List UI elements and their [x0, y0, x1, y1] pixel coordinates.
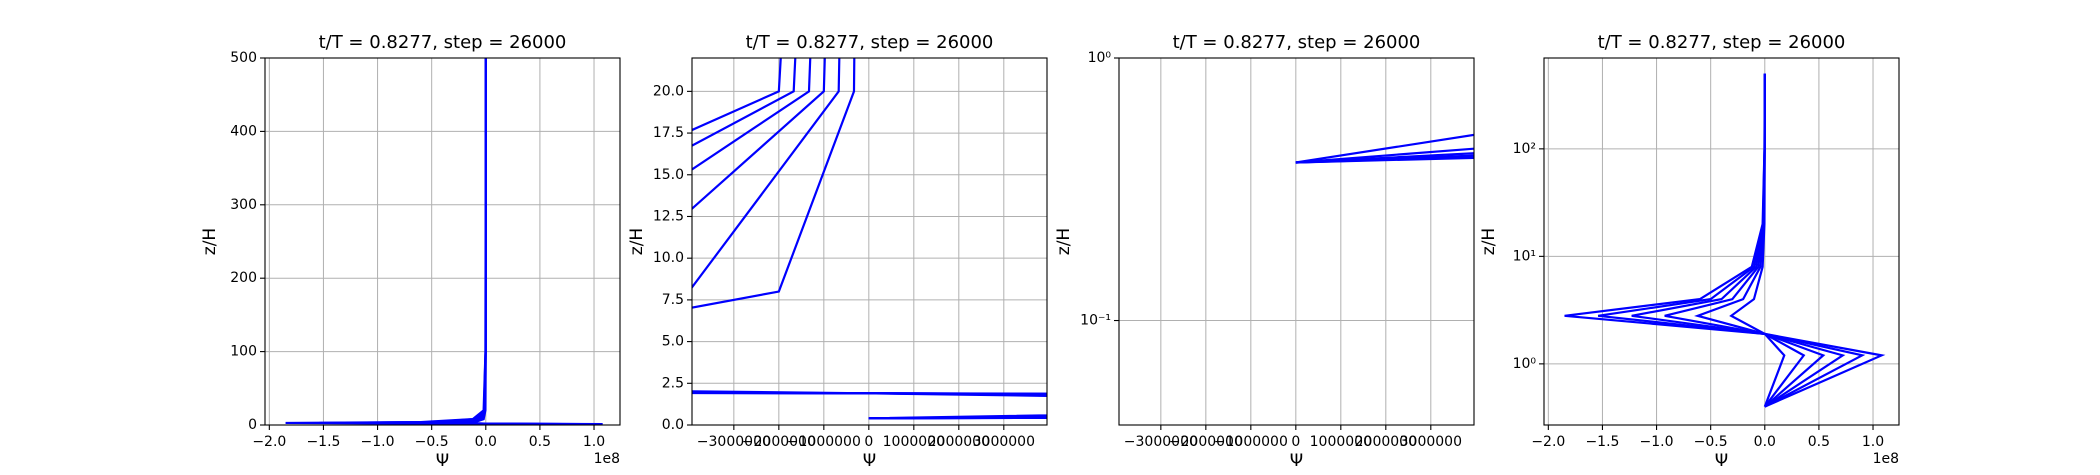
- x-tick-label: −1000000: [787, 434, 861, 450]
- y-tick-label: 12.5: [653, 208, 684, 224]
- profile-line: [1295, 133, 1474, 164]
- subplot-title: t/T = 0.8277, step = 26000: [746, 32, 994, 53]
- y-tick-label: 17.5: [653, 125, 684, 141]
- y-tick-label: 10⁻¹: [1080, 313, 1111, 329]
- x-tick-label: −1000000: [1214, 434, 1288, 450]
- profile-line: [319, 58, 584, 425]
- profile-line: [1564, 73, 1886, 408]
- profile-line: [1295, 156, 1474, 164]
- y-axis-label: z/H: [200, 228, 220, 255]
- profile-line: [285, 58, 603, 425]
- x-tick-label: −0.5: [415, 434, 449, 450]
- x-axis-label: Ψ: [863, 451, 876, 471]
- x-axis-label: Ψ: [1715, 451, 1728, 471]
- y-tick-label: 20.0: [653, 83, 684, 99]
- x-tick-label: −1.0: [1640, 434, 1674, 450]
- y-tick-label: 400: [230, 123, 257, 139]
- profile-line: [1694, 73, 1806, 408]
- x-tick-label: 0: [864, 434, 873, 450]
- axes-frame: [1543, 57, 1900, 426]
- y-tick-label: 500: [230, 50, 257, 66]
- x-tick-label: 0.0: [475, 434, 497, 450]
- subplot-title: t/T = 0.8277, step = 26000: [1598, 32, 1846, 53]
- profile-line: [418, 58, 525, 425]
- x-tick-label: 1000000: [883, 434, 945, 450]
- y-tick-label: 10²: [1513, 141, 1536, 157]
- y-tick-label: 7.5: [662, 292, 684, 308]
- x-axis-label: Ψ: [436, 451, 449, 471]
- y-tick-label: 5.0: [662, 334, 684, 350]
- x-tick-label: −2.0: [252, 434, 286, 450]
- profile-line: [1664, 73, 1826, 408]
- x-tick-label: 0.0: [1754, 434, 1776, 450]
- profile-line: [1631, 73, 1846, 408]
- x-tick-label: 1000000: [1310, 434, 1372, 450]
- profile-line: [1295, 147, 1474, 164]
- y-tick-label: 200: [230, 270, 257, 286]
- y-tick-label: 10⁰: [1513, 356, 1537, 372]
- x-tick-label: −2000000: [1169, 434, 1243, 450]
- x-tick-label: 2000000: [1355, 434, 1417, 450]
- x-tick-label: 1.0: [583, 434, 605, 450]
- x-tick-label: −1.0: [361, 434, 395, 450]
- y-tick-label: 300: [230, 197, 257, 213]
- y-axis-label: z/H: [627, 228, 647, 255]
- x-tick-label: 3000000: [973, 434, 1035, 450]
- axes-frame: [691, 57, 1048, 426]
- y-tick-label: 0.0: [662, 417, 684, 433]
- x-tick-label: 0.5: [529, 434, 551, 450]
- x-tick-label: −2.0: [1531, 434, 1565, 450]
- y-tick-label: 10¹: [1513, 248, 1536, 264]
- x-tick-label: −1.5: [1585, 434, 1619, 450]
- subplot-title: t/T = 0.8277, step = 26000: [319, 32, 567, 53]
- y-tick-label: 10.0: [653, 250, 684, 266]
- x-offset-label: 1e8: [594, 451, 620, 467]
- subplot: −2.0 −1.5 −1.0 −0.5 0.0 0.5 1.0 10⁰ 10¹ 10² t/T = …: [1479, 32, 1900, 471]
- axes-frame: [264, 57, 621, 426]
- profile-line: [1295, 155, 1474, 164]
- profile-line: [452, 58, 506, 425]
- y-axis-label: z/H: [1054, 228, 1074, 255]
- x-tick-label: −3000000: [1124, 434, 1198, 450]
- profile-line: [385, 58, 545, 425]
- x-axis-label: Ψ: [1290, 451, 1303, 471]
- axes-frame: [1118, 57, 1475, 426]
- x-tick-label: 3000000: [1400, 434, 1462, 450]
- x-tick-label: −2000000: [742, 434, 816, 450]
- profile-line: [1295, 154, 1474, 164]
- x-tick-label: −1.5: [306, 434, 340, 450]
- x-tick-label: −3000000: [697, 434, 771, 450]
- y-tick-label: 100: [230, 344, 257, 360]
- profile-line: [352, 58, 564, 425]
- subplot: −2.0 −1.5 −1.0 −0.5 0.0 0.5 1.0 0 100 200 300 400 50…: [200, 32, 621, 471]
- y-tick-label: 2.5: [662, 375, 684, 391]
- y-tick-label: 15.0: [653, 167, 684, 183]
- x-tick-label: 0: [1291, 434, 1300, 450]
- x-tick-label: 1.0: [1862, 434, 1884, 450]
- y-tick-label: 10⁰: [1088, 50, 1112, 66]
- y-axis-label: z/H: [1479, 228, 1499, 255]
- x-tick-label: 2000000: [928, 434, 990, 450]
- subplot-title: t/T = 0.8277, step = 26000: [1173, 32, 1421, 53]
- profile-line: [1295, 152, 1474, 164]
- x-tick-label: 0.5: [1808, 434, 1830, 450]
- x-tick-label: −0.5: [1694, 434, 1728, 450]
- y-tick-label: 0: [248, 417, 257, 433]
- x-offset-label: 1e8: [1873, 451, 1899, 467]
